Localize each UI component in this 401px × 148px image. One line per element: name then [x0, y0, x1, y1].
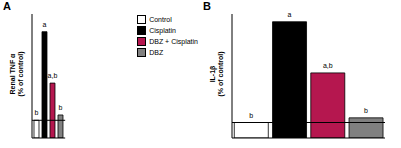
- svg-text:a: a: [43, 21, 47, 28]
- svg-text:b: b: [35, 109, 39, 116]
- html-text:Control: Control: [149, 16, 172, 23]
- html-text:(% of control): (% of control): [217, 51, 224, 97]
- html-text:Cisplatin: Cisplatin: [149, 27, 176, 34]
- html-text:A: A: [3, 0, 11, 12]
- svg-text:a,b: a,b: [48, 72, 58, 79]
- svg-text:b: b: [59, 104, 63, 111]
- html-text:B: B: [203, 0, 211, 12]
- html-text:Renal TNF α: Renal TNF α: [9, 53, 16, 95]
- svg-text:b: b: [249, 112, 253, 119]
- html-text:IL-1β: IL-1β: [209, 65, 216, 83]
- svg-text:a: a: [288, 11, 292, 18]
- html-text:(% of control): (% of control): [17, 51, 24, 97]
- svg-text:b: b: [364, 107, 368, 114]
- svg-text:a,b: a,b: [323, 62, 333, 69]
- html-text:DBZ + Cisplatin: DBZ + Cisplatin: [149, 38, 198, 45]
- html-text:DBZ: DBZ: [149, 49, 164, 56]
